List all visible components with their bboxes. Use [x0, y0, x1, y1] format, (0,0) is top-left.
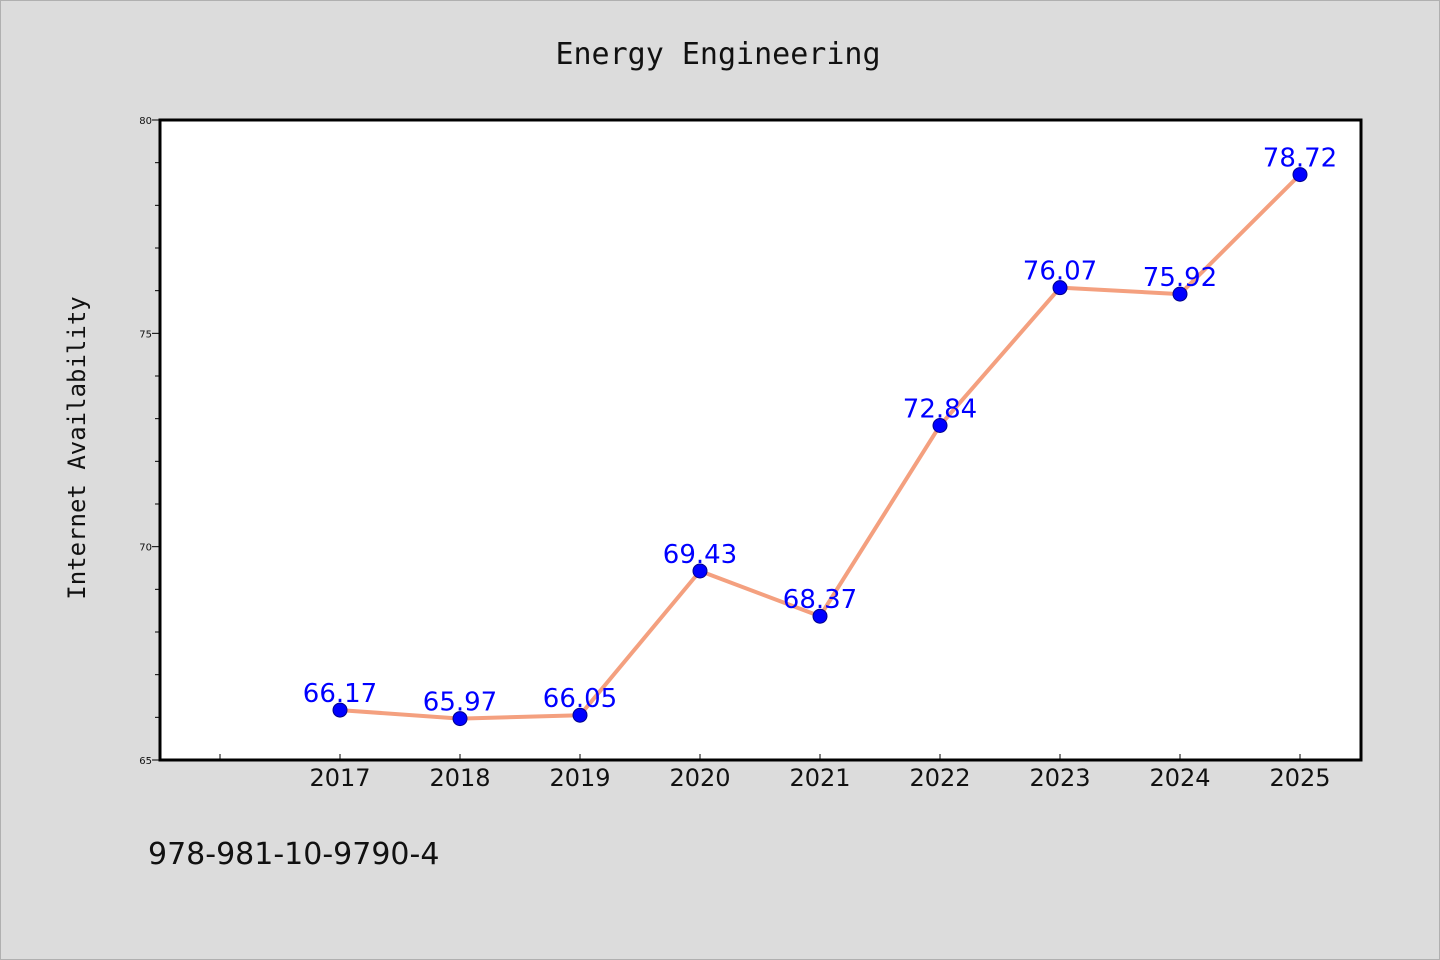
- data-point: [1292, 167, 1308, 183]
- x-tick-label: 2022: [909, 764, 970, 792]
- data-point: [932, 417, 948, 433]
- plot-frame: [158, 118, 1363, 762]
- x-tick-label: 2020: [669, 764, 730, 792]
- data-point: [452, 711, 468, 727]
- chart-title: Energy Engineering: [555, 37, 880, 72]
- data-label: 69.43: [663, 540, 737, 570]
- x-tick-label: 2019: [549, 764, 610, 792]
- data-label: 72.84: [903, 394, 977, 424]
- series-line-group: 66.17 65.97 66.05 69.43 68.37 72.84 76.07 75.92…: [303, 144, 1337, 727]
- data-label: 68.37: [783, 585, 857, 615]
- plot-area: [160, 120, 1361, 760]
- data-point: [812, 608, 828, 624]
- data-point: [692, 563, 708, 579]
- x-tick-label: 2018: [429, 764, 490, 792]
- data-point: [332, 702, 348, 718]
- data-label: 78.72: [1263, 144, 1337, 174]
- x-axis-ticks: 2017 2018 2019 2020 2021 2022 2023 2024 2025: [219, 754, 1331, 792]
- data-label: 66.05: [543, 684, 617, 714]
- data-label: 66.17: [303, 679, 377, 709]
- footer-isbn: 978-981-10-9790-4: [148, 837, 439, 872]
- x-tick-label: 2025: [1269, 764, 1330, 792]
- y-tick-label: 80: [139, 116, 152, 127]
- x-tick-label: 2017: [309, 764, 370, 792]
- data-point: [1052, 280, 1068, 296]
- data-label: 65.97: [423, 688, 497, 718]
- x-tick-label: 2023: [1029, 764, 1090, 792]
- x-tick-label: 2024: [1149, 764, 1210, 792]
- y-axis-ticks: 65 70 75 80: [139, 116, 160, 767]
- data-point: [1172, 286, 1188, 302]
- y-tick-label: 70: [139, 543, 152, 554]
- y-axis-label: Internet Availability: [63, 296, 91, 599]
- data-point: [572, 707, 588, 723]
- x-tick-label: 2021: [789, 764, 850, 792]
- data-label: 76.07: [1023, 257, 1097, 287]
- data-label: 75.92: [1143, 263, 1217, 293]
- y-tick-label: 65: [139, 756, 152, 767]
- y-tick-label: 75: [139, 329, 152, 340]
